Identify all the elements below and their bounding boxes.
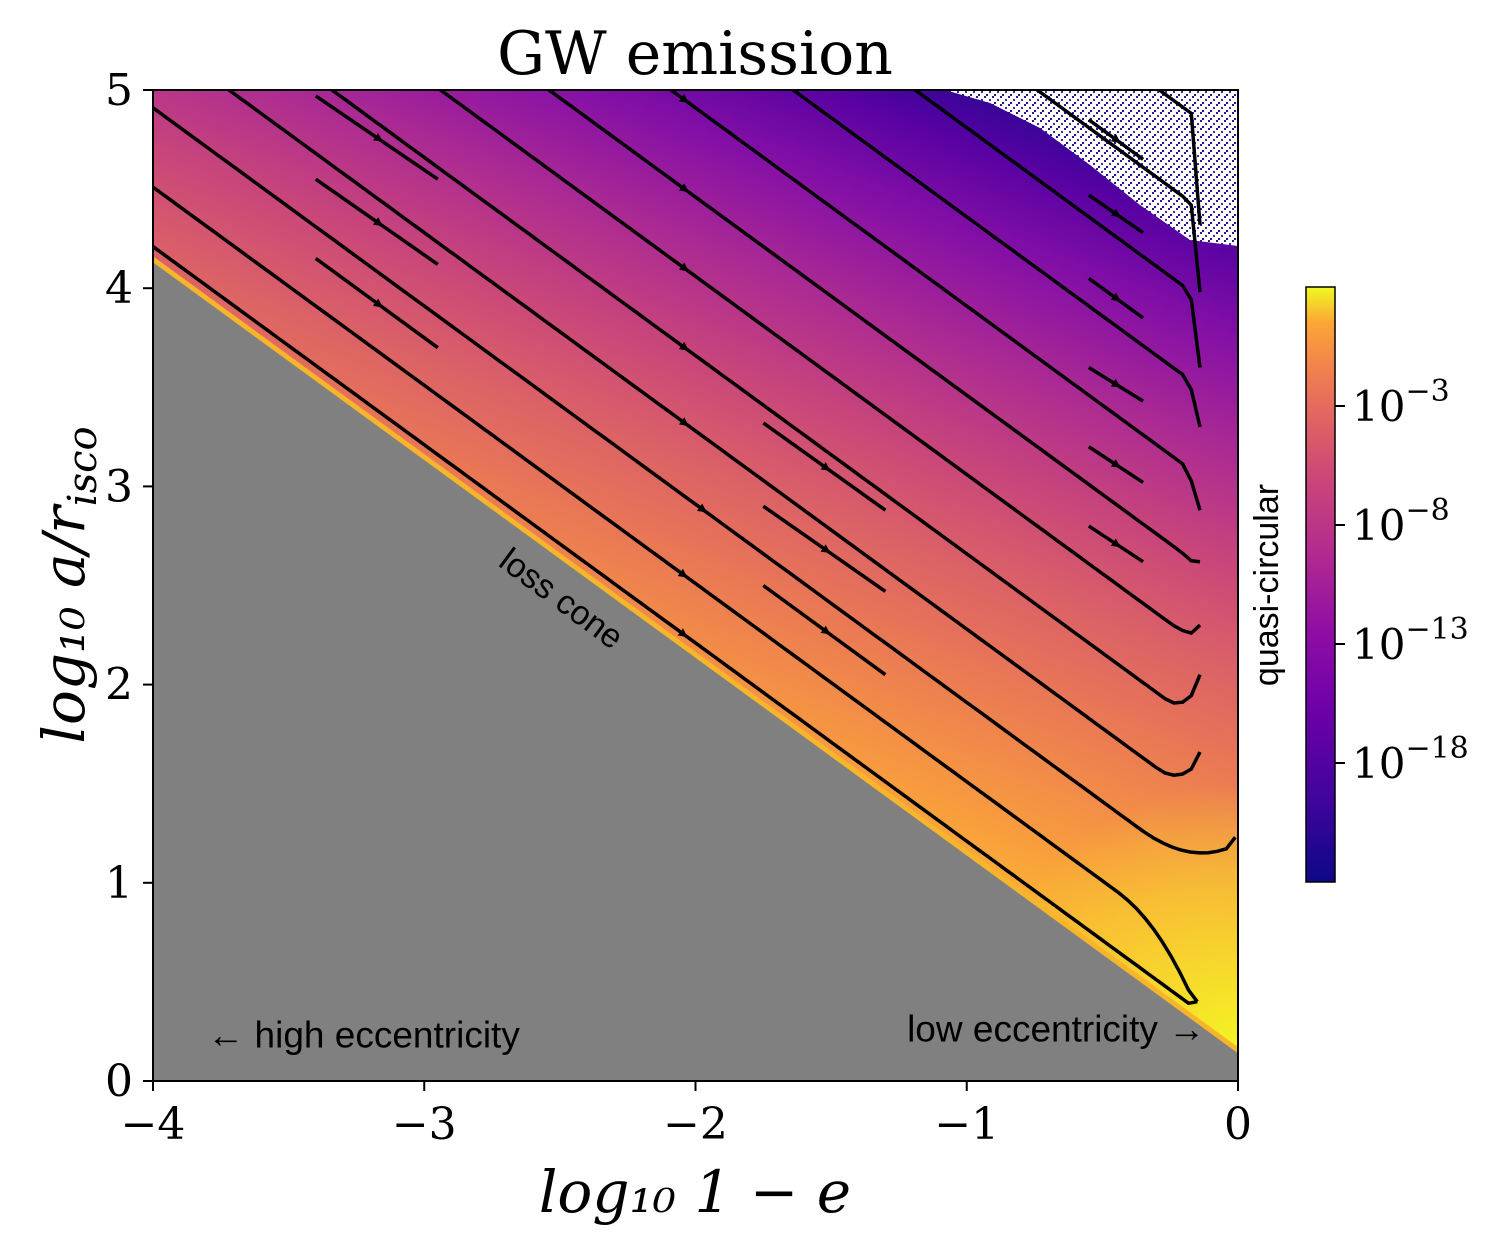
flow-segment-arrow (1110, 208, 1121, 218)
flow-segment-arrow (820, 462, 831, 471)
y-tick-label: 3 (105, 461, 133, 512)
flow-segment-arrow (1110, 378, 1121, 388)
x-tick-label: 0 (1224, 1099, 1252, 1150)
flow-arrow (676, 341, 689, 351)
flow-segment-arrow (372, 217, 383, 227)
colorbar-ticks: 10−3 10−8 10−13 10−18 (1335, 374, 1469, 788)
flow-arrow (676, 182, 689, 193)
x-tick-label: −2 (663, 1099, 728, 1150)
colorbar-tick-label: 10−18 (1352, 731, 1469, 788)
flow-lines (153, 5, 1237, 1006)
flow-arrow (674, 568, 688, 578)
loss-cone-region (153, 262, 1238, 1081)
y-tick-label: 4 (105, 263, 133, 314)
flow-segment-arrow (1110, 459, 1121, 468)
plot-area (153, 5, 1238, 1081)
y-axis-label: log₁₀ a/risco (30, 426, 106, 743)
flow-arrow (676, 93, 689, 103)
x-axis-label: log₁₀ 1 − e (539, 1158, 851, 1226)
flow-segment-arrow (1110, 134, 1121, 144)
flow-segment-arrow (820, 625, 831, 635)
chart-title: GW emission (497, 19, 893, 89)
y-tick-label: 0 (105, 1056, 133, 1107)
y-tick-label: 1 (105, 858, 133, 909)
flow-segment-arrow (372, 298, 383, 308)
y-axis-label-main: log₁₀ a/r (30, 503, 98, 744)
flow-arrow (677, 5, 686, 11)
flow-segment-arrow (372, 132, 383, 142)
flow-arrow (693, 502, 707, 513)
flow-arrow (676, 416, 689, 427)
annotation-low-eccentricity: low eccentricity → (907, 1008, 1205, 1049)
flow-segment-arrow (1110, 292, 1121, 302)
y-tick-label: 2 (105, 660, 133, 711)
colorbar-tick-label: 10−3 (1352, 374, 1450, 431)
annotation-high-eccentricity: ← high eccentricity (207, 1014, 520, 1055)
flow-arrow-segments (314, 94, 1145, 677)
colorbar-label: quasi-circular (1248, 484, 1286, 686)
y-axis-label-subscript: isco (60, 426, 106, 506)
loss-cone-edge (153, 257, 1238, 1053)
flow-segment-arrow (820, 544, 831, 554)
colorbar (1305, 286, 1336, 883)
colorbar-tick-label: 10−13 (1352, 612, 1469, 669)
x-tick-label: −4 (121, 1099, 186, 1150)
quasi-circular-empty-region (945, 90, 1238, 246)
y-axis-ticks: 0 1 2 3 4 5 (105, 65, 153, 1107)
x-axis-ticks: −4 −3 −2 −1 0 (121, 1081, 1252, 1150)
flow-arrow (676, 261, 689, 272)
y-tick-label: 5 (105, 65, 133, 116)
flow-line (912, 90, 1202, 368)
flow-line (790, 90, 1202, 428)
x-tick-label: −1 (934, 1099, 999, 1150)
colorbar-tick-label: 10−8 (1352, 493, 1450, 550)
x-tick-label: −3 (392, 1099, 457, 1150)
flow-segment-arrow (1110, 538, 1121, 548)
flow-arrow (674, 627, 688, 638)
